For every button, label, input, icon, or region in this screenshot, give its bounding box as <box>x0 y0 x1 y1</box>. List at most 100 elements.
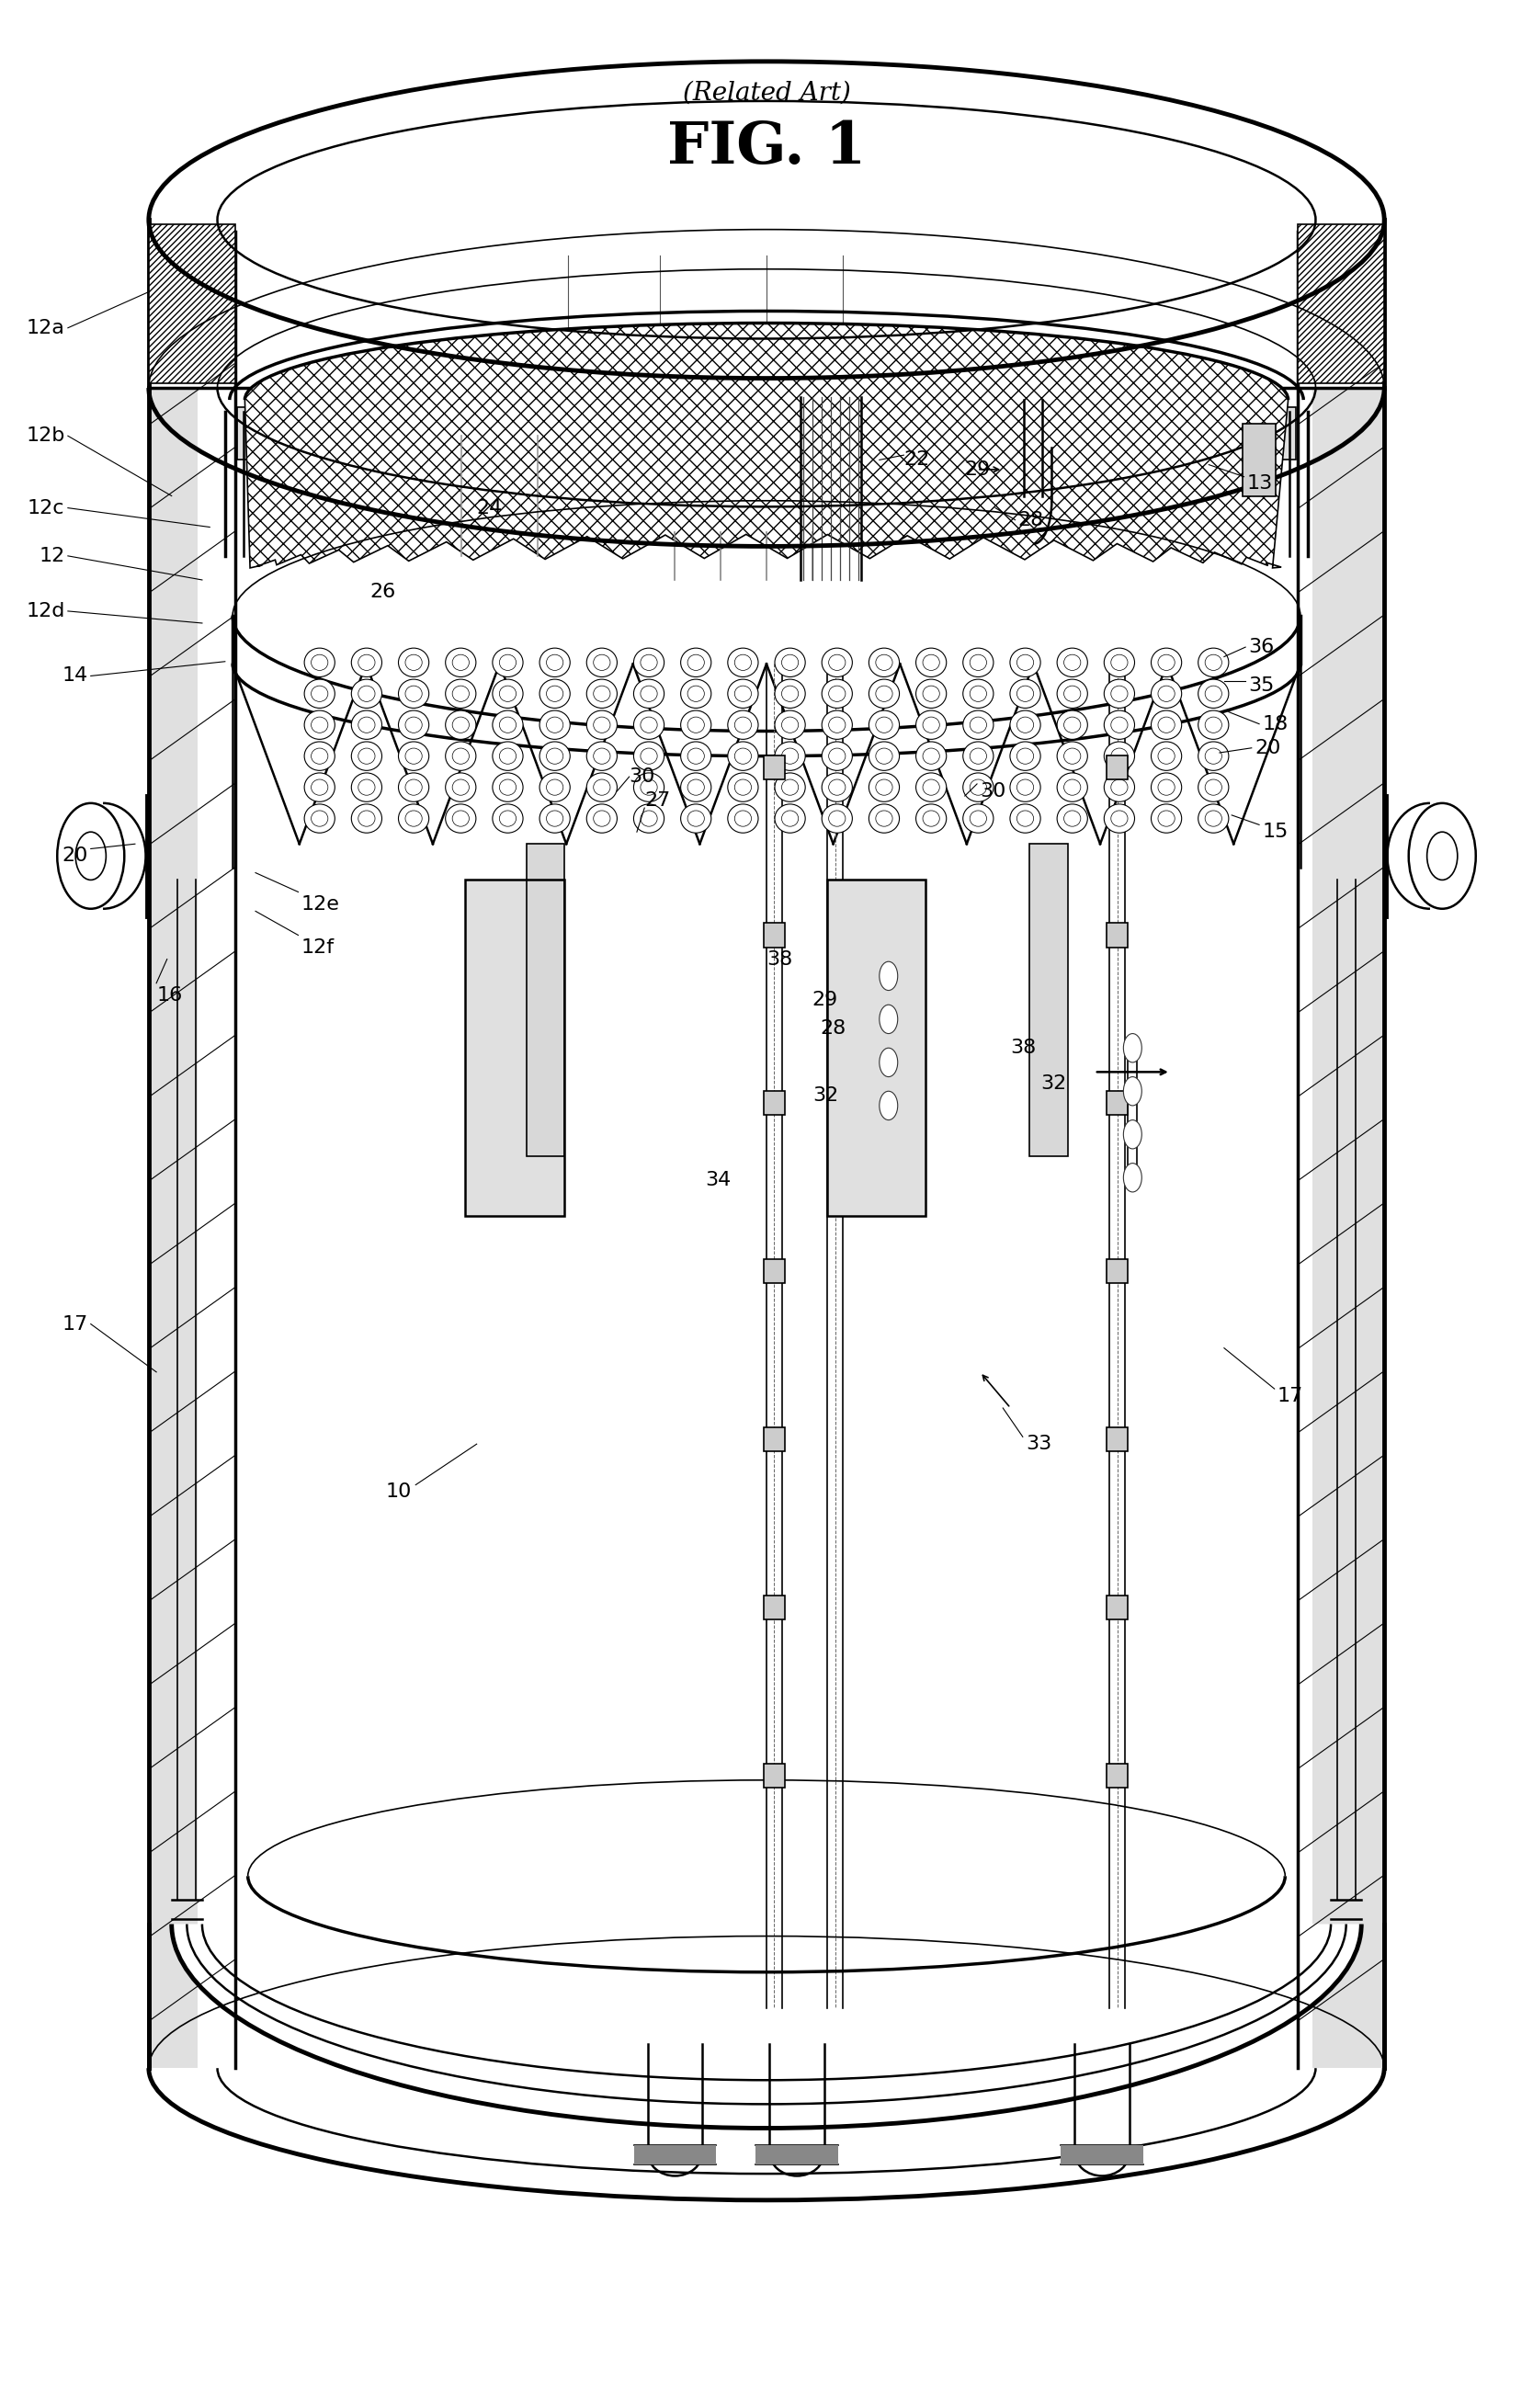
Text: 10: 10 <box>385 1483 411 1500</box>
Bar <box>1335 388 1384 2068</box>
Bar <box>763 756 785 780</box>
Ellipse shape <box>452 686 469 701</box>
Ellipse shape <box>1016 718 1033 732</box>
Ellipse shape <box>822 773 852 802</box>
Bar <box>1107 1259 1128 1283</box>
Ellipse shape <box>681 804 711 833</box>
Ellipse shape <box>1157 686 1174 701</box>
Bar <box>763 1428 785 1452</box>
Bar <box>633 2146 716 2165</box>
Bar <box>763 1594 785 1618</box>
Ellipse shape <box>305 742 334 771</box>
Ellipse shape <box>593 811 610 826</box>
Bar <box>826 879 926 1216</box>
Ellipse shape <box>728 773 759 802</box>
Circle shape <box>1124 1163 1142 1192</box>
Ellipse shape <box>540 742 570 771</box>
Ellipse shape <box>923 749 940 763</box>
Ellipse shape <box>782 780 799 795</box>
Ellipse shape <box>500 655 517 669</box>
Ellipse shape <box>1104 804 1134 833</box>
Ellipse shape <box>587 804 618 833</box>
Ellipse shape <box>311 718 328 732</box>
Text: 36: 36 <box>1248 638 1274 657</box>
Ellipse shape <box>500 749 517 763</box>
Text: 14: 14 <box>61 667 87 686</box>
Text: (Related Art): (Related Art) <box>682 79 851 106</box>
Ellipse shape <box>1016 811 1033 826</box>
Ellipse shape <box>782 655 799 669</box>
Bar <box>1107 1428 1128 1452</box>
Text: 27: 27 <box>644 792 670 809</box>
Ellipse shape <box>970 655 987 669</box>
Ellipse shape <box>1064 749 1081 763</box>
Ellipse shape <box>452 718 469 732</box>
Ellipse shape <box>1151 804 1182 833</box>
Ellipse shape <box>593 749 610 763</box>
Ellipse shape <box>593 655 610 669</box>
Text: 26: 26 <box>369 583 396 602</box>
Text: 28: 28 <box>820 1019 846 1038</box>
Ellipse shape <box>1199 773 1228 802</box>
Text: 12e: 12e <box>302 896 340 913</box>
Ellipse shape <box>1104 773 1134 802</box>
Text: 12d: 12d <box>26 602 64 621</box>
Ellipse shape <box>546 686 563 701</box>
Ellipse shape <box>452 655 469 669</box>
Ellipse shape <box>869 742 900 771</box>
Bar <box>1107 1091 1128 1115</box>
Ellipse shape <box>1205 749 1222 763</box>
Ellipse shape <box>1157 780 1174 795</box>
Ellipse shape <box>1151 679 1182 708</box>
Ellipse shape <box>687 780 704 795</box>
Text: 32: 32 <box>1041 1074 1067 1093</box>
Ellipse shape <box>500 686 517 701</box>
Ellipse shape <box>1157 718 1174 732</box>
Ellipse shape <box>869 648 900 677</box>
Ellipse shape <box>359 749 376 763</box>
Ellipse shape <box>963 742 993 771</box>
Ellipse shape <box>1064 686 1081 701</box>
Ellipse shape <box>351 679 382 708</box>
Ellipse shape <box>774 773 805 802</box>
Ellipse shape <box>1058 710 1087 739</box>
Circle shape <box>1124 1076 1142 1105</box>
Ellipse shape <box>923 811 940 826</box>
Ellipse shape <box>593 686 610 701</box>
Ellipse shape <box>963 804 993 833</box>
Ellipse shape <box>915 710 946 739</box>
Bar <box>1107 1259 1128 1283</box>
Text: 32: 32 <box>812 1086 839 1105</box>
Bar <box>238 407 265 460</box>
Ellipse shape <box>587 679 618 708</box>
Ellipse shape <box>641 686 658 701</box>
Circle shape <box>1124 1033 1142 1062</box>
Ellipse shape <box>446 742 475 771</box>
Ellipse shape <box>829 655 846 669</box>
Ellipse shape <box>1151 773 1182 802</box>
Ellipse shape <box>822 804 852 833</box>
Ellipse shape <box>1058 648 1087 677</box>
Circle shape <box>1409 804 1476 908</box>
Ellipse shape <box>687 686 704 701</box>
Ellipse shape <box>359 655 376 669</box>
Ellipse shape <box>1205 811 1222 826</box>
Ellipse shape <box>734 780 751 795</box>
Bar <box>826 879 926 1216</box>
Ellipse shape <box>540 710 570 739</box>
Ellipse shape <box>641 780 658 795</box>
Ellipse shape <box>500 718 517 732</box>
Ellipse shape <box>728 804 759 833</box>
Ellipse shape <box>734 811 751 826</box>
Ellipse shape <box>359 811 376 826</box>
Circle shape <box>880 1091 898 1120</box>
Ellipse shape <box>1104 679 1134 708</box>
Ellipse shape <box>446 679 475 708</box>
Ellipse shape <box>311 655 328 669</box>
Ellipse shape <box>405 811 422 826</box>
Ellipse shape <box>728 710 759 739</box>
Circle shape <box>1124 1120 1142 1149</box>
Text: 38: 38 <box>766 951 793 968</box>
Ellipse shape <box>681 679 711 708</box>
Ellipse shape <box>829 718 846 732</box>
